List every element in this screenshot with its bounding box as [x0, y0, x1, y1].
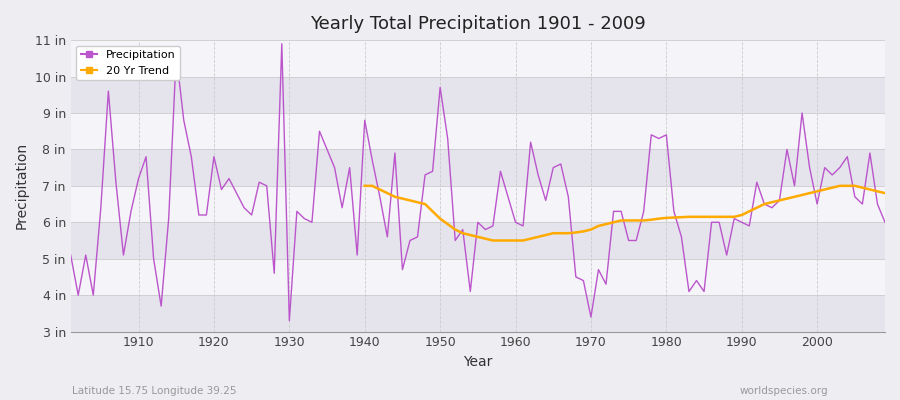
Bar	[71, 150, 885, 186]
Text: worldspecies.org: worldspecies.org	[740, 386, 828, 396]
Bar	[71, 113, 885, 150]
Text: Latitude 15.75 Longitude 39.25: Latitude 15.75 Longitude 39.25	[72, 386, 237, 396]
Bar	[71, 186, 885, 222]
Bar	[71, 259, 885, 295]
Legend: Precipitation, 20 Yr Trend: Precipitation, 20 Yr Trend	[76, 46, 180, 80]
Title: Yearly Total Precipitation 1901 - 2009: Yearly Total Precipitation 1901 - 2009	[310, 15, 645, 33]
Bar	[71, 222, 885, 259]
Bar	[71, 76, 885, 113]
X-axis label: Year: Year	[464, 355, 492, 369]
Y-axis label: Precipitation: Precipitation	[15, 142, 29, 230]
Bar	[71, 40, 885, 76]
Bar	[71, 295, 885, 332]
